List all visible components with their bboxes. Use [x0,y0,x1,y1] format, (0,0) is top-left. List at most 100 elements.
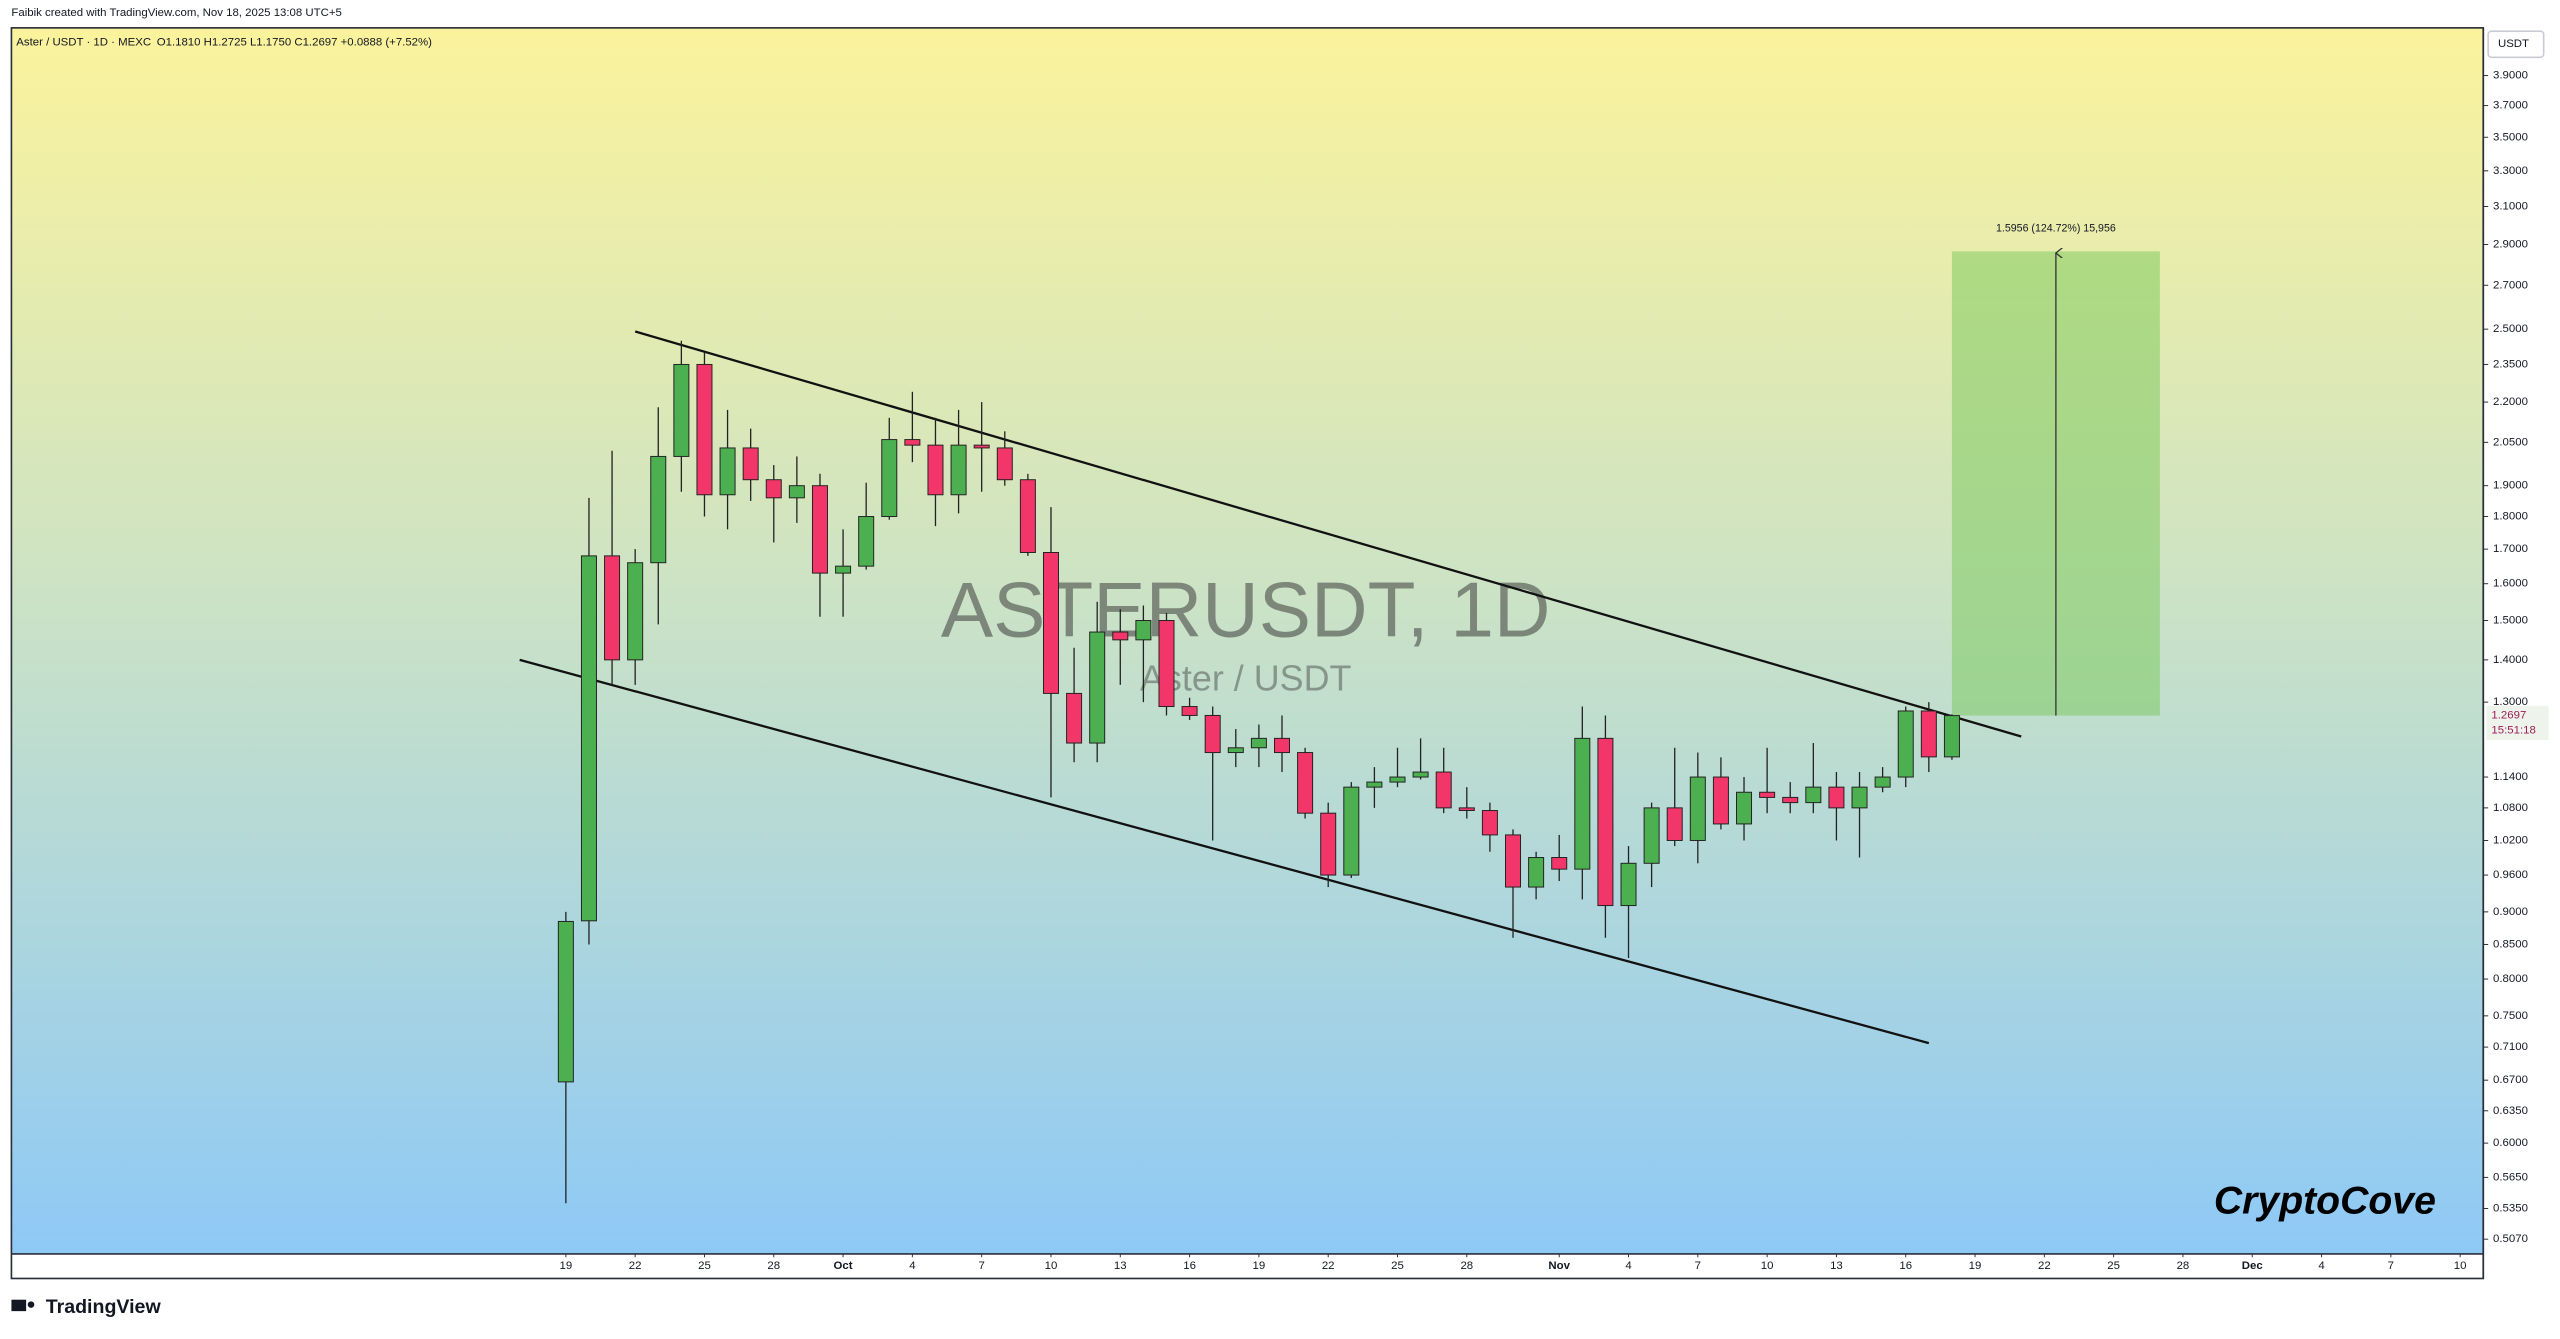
last-price-box [2486,705,2549,741]
candle-body [1643,807,1660,864]
x-tick-label: 10 [1761,1260,1774,1272]
candle-body [996,447,1013,481]
x-tick-label: 4 [1625,1260,1632,1272]
candle-body [927,444,944,496]
logo-dot[interactable] [27,1301,35,1308]
candle-body [1620,862,1637,907]
x-tick-label: 22 [1322,1260,1335,1272]
watermark-sub: Aster / USDT [1140,657,1352,698]
y-tick-label: 0.7100 [2493,1041,2528,1053]
candle-body [604,555,621,661]
plot: 1.5956 (124.72%) 15,956 [519,222,2160,1204]
y-tick-label: 2.0500 [2493,436,2528,448]
y-tick-label: 1.6000 [2493,578,2528,590]
y-tick-label: 1.3000 [2493,696,2528,708]
x-tick-label: Oct [834,1260,853,1272]
candle-body [1112,631,1129,641]
x-tick-label: 10 [2454,1260,2467,1272]
candle-body [1920,710,1937,758]
logo-mark[interactable] [11,1299,27,1312]
y-tick-label: 0.5350 [2493,1203,2528,1215]
y-tick-label: 1.8000 [2493,511,2528,523]
x-tick-label: 22 [2038,1260,2051,1272]
measure-label: 1.5956 (124.72%) 15,956 [1996,222,2116,234]
candle-body [858,516,875,567]
x-tick-label: 28 [1460,1260,1473,1272]
candle-body [1412,771,1429,778]
currency-label[interactable]: USDT [2498,38,2529,50]
candle-body [1782,796,1799,804]
candle-body [1066,692,1083,744]
y-tick-label: 3.7000 [2493,100,2528,112]
candle-body [904,439,921,446]
candle-body [1712,776,1729,825]
candle-body [1204,714,1221,754]
logo-text[interactable]: TradingView [46,1296,162,1318]
x-tick-label: 16 [1899,1260,1912,1272]
x-tick-label: 19 [1969,1260,1982,1272]
y-tick-label: 0.8500 [2493,938,2528,950]
tv-logo[interactable]: TradingView [11,1296,161,1318]
candle-body [1759,791,1776,798]
candle-body [1435,771,1452,809]
x-tick-label: 10 [1045,1260,1058,1272]
x-tick-label: 25 [2107,1260,2120,1272]
x-tick-label: Dec [2242,1260,2264,1272]
watermark: ASTERUSDT, 1D [941,565,1551,653]
x-tick-label: 25 [1391,1260,1404,1272]
candle-body [1389,776,1406,783]
candle-body [1828,786,1845,809]
y-tick-label: 2.2000 [2493,396,2528,408]
y-tick-label: 3.1000 [2493,200,2528,212]
candle-body [1320,812,1337,876]
candle-body [696,363,713,496]
candle-body [1273,737,1290,754]
candle-body [650,455,667,564]
y-tick-label: 0.5650 [2493,1171,2528,1183]
candle-body [1805,786,1822,804]
x-tick-label: 7 [979,1260,985,1272]
x-tick-label: 13 [1114,1260,1127,1272]
candle-body [1135,620,1152,641]
y-tick-label: 0.6700 [2493,1074,2528,1086]
candle-body [1666,807,1683,841]
candle-body [881,439,898,518]
candle-body [973,444,990,449]
y-tick-label: 2.3500 [2493,358,2528,370]
candle-body [1528,857,1545,888]
y-tick-label: 1.0800 [2493,802,2528,814]
y-tick-label: 3.9000 [2493,70,2528,82]
y-tick-label: 0.6000 [2493,1137,2528,1149]
y-tick-label: 1.7000 [2493,543,2528,555]
trendline [634,330,2022,738]
candle-body [1874,776,1891,788]
y-tick-label: 2.9000 [2493,239,2528,251]
last-price-label: 1.2697 [2491,710,2526,722]
candle-body [1158,620,1175,708]
candle-body [950,444,967,496]
x-tick-label: 19 [560,1260,573,1272]
candle-body [719,447,736,496]
y-tick-label: 0.8000 [2493,973,2528,985]
currency-box[interactable] [2487,30,2545,59]
x-tick-label: 4 [2318,1260,2325,1272]
candle-body [765,479,782,499]
y-tick-label: 3.5000 [2493,131,2528,143]
y-tick-label: 0.5070 [2493,1233,2528,1245]
candle-body [1943,715,1960,758]
y-tick-label: 1.4000 [2493,654,2528,666]
candle-body [627,562,644,661]
candle-body [1089,631,1106,744]
x-tick-label: 16 [1183,1260,1196,1272]
y-tick-label: 3.3000 [2493,165,2528,177]
x-tick-label: 13 [1830,1260,1843,1272]
ohlc-legend: O1.1810 H1.2725 L1.1750 C1.2697 +0.0888 … [157,37,432,49]
x-tick-label: 22 [629,1260,642,1272]
y-tick-label: 0.9600 [2493,869,2528,881]
candle-body [1297,752,1314,814]
candle-body [1227,747,1244,754]
symbol-legend: Aster / USDT · 1D · MEXC [16,37,151,49]
signature: CryptoCove [2214,1180,2436,1223]
y-tick-label: 0.9000 [2493,906,2528,918]
y-tick-label: 1.9000 [2493,480,2528,492]
